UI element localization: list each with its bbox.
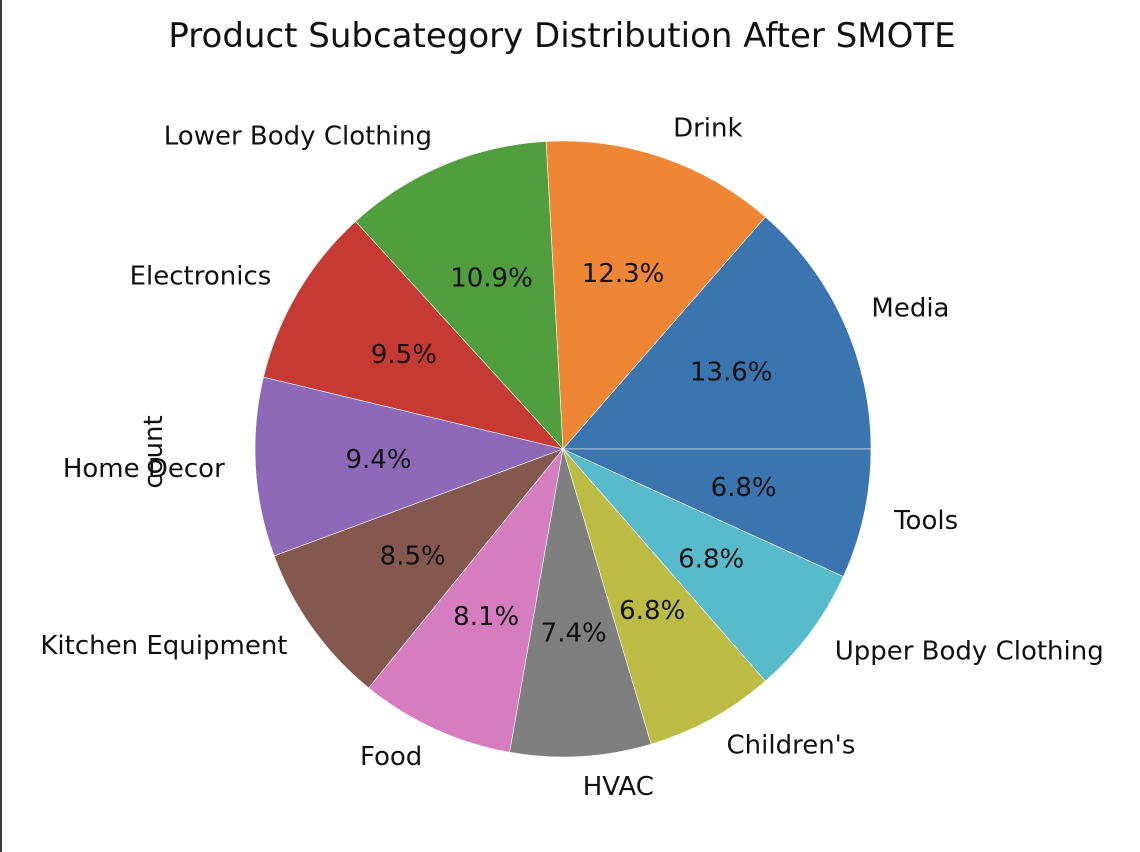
slice-label-lower-body-clothing: Lower Body Clothing xyxy=(164,122,432,152)
slice-label-food: Food xyxy=(360,742,422,772)
pct-label-hvac: 7.4% xyxy=(541,619,607,649)
pie-slice-drink xyxy=(545,140,766,450)
slice-label-media: Media xyxy=(871,294,949,324)
pie-slice-hvac xyxy=(509,448,652,758)
pie-slice-kitchen-equipment xyxy=(273,448,564,689)
slice-label-children-s: Children's xyxy=(727,731,856,761)
pct-label-food: 8.1% xyxy=(453,602,519,632)
pie-slice-electronics xyxy=(263,220,564,450)
slice-label-hvac: HVAC xyxy=(583,772,654,802)
pct-label-electronics: 9.5% xyxy=(371,340,437,370)
pct-label-children-s: 6.8% xyxy=(619,596,685,626)
pie-slice-lower-body-clothing xyxy=(355,141,564,450)
pie-slice-children-s xyxy=(562,448,766,745)
pie-slice-upper-body-clothing xyxy=(562,448,844,682)
pie-labels: 13.6% Media 12.3% Drink 10.9% Lower Body Clot… xyxy=(40,114,1103,803)
pct-label-tools: 6.8% xyxy=(711,473,777,503)
pct-label-lower-body-clothing: 10.9% xyxy=(450,264,533,294)
pie-slices xyxy=(254,140,872,758)
slice-label-upper-body-clothing: Upper Body Clothing xyxy=(835,636,1104,666)
pct-label-media: 13.6% xyxy=(690,358,773,388)
slice-label-drink: Drink xyxy=(673,114,742,144)
slice-label-electronics: Electronics xyxy=(130,262,272,292)
pie-slice-home-decor xyxy=(254,376,565,557)
pct-label-home-decor: 9.4% xyxy=(345,445,411,475)
chart-title: Product Subcategory Distribution After S… xyxy=(168,16,955,56)
slice-label-tools: Tools xyxy=(893,506,958,536)
pct-label-drink: 12.3% xyxy=(582,259,665,289)
pie-slice-food xyxy=(368,447,564,753)
pct-label-kitchen-equipment: 8.5% xyxy=(380,542,446,572)
slice-label-kitchen-equipment: Kitchen Equipment xyxy=(40,631,287,661)
pct-label-upper-body-clothing: 6.8% xyxy=(678,544,744,574)
pie-slice-media xyxy=(562,216,872,450)
pie-slice-tools xyxy=(562,448,872,577)
slice-label-home-decor: Home Decor xyxy=(63,454,225,484)
y-axis-label: count xyxy=(139,415,169,488)
